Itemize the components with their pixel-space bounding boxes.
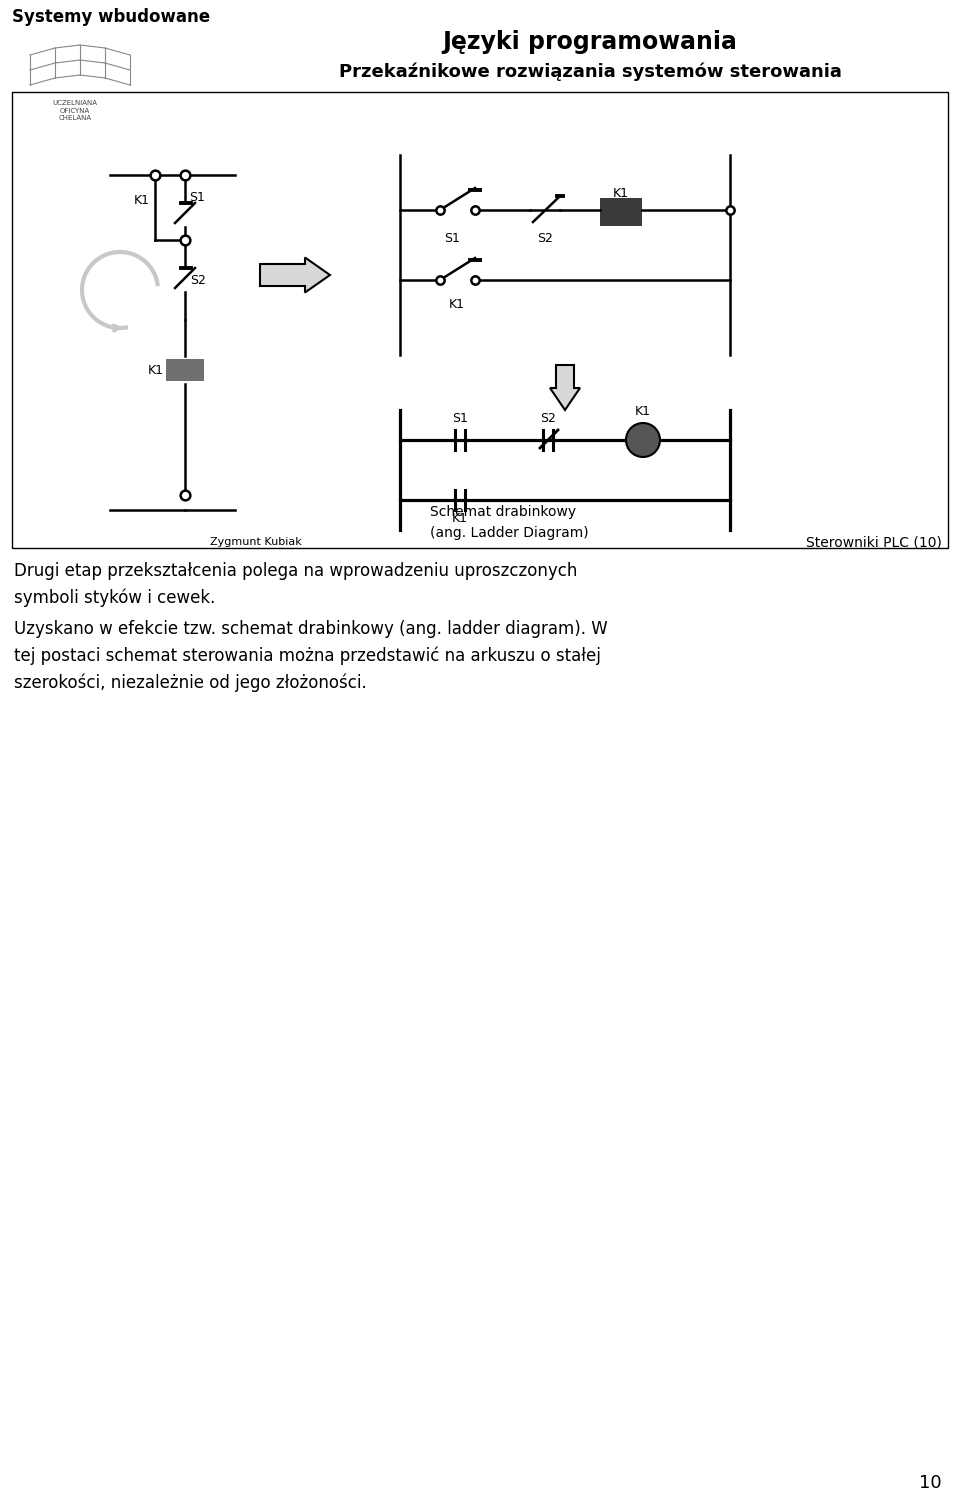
Text: S1: S1 [189, 190, 204, 203]
Text: K1: K1 [613, 187, 629, 200]
Text: 10: 10 [920, 1474, 942, 1492]
Text: S2: S2 [537, 232, 553, 245]
Text: Zygmunt Kubiak: Zygmunt Kubiak [210, 538, 301, 547]
Text: Przekaźnikowe rozwiązania systemów sterowania: Przekaźnikowe rozwiązania systemów stero… [339, 62, 841, 80]
Text: Drugi etap przekształcenia polega na wprowadzeniu uproszczonych
symboli styków i: Drugi etap przekształcenia polega na wpr… [14, 562, 577, 607]
Text: S1: S1 [444, 232, 460, 245]
Bar [166, 358, 204, 381]
Text: Uzyskano w efekcie tzw. schemat drabinkowy (ang. ladder diagram). W
tej postaci : Uzyskano w efekcie tzw. schemat drabinko… [14, 620, 608, 693]
Text: K1: K1 [635, 405, 651, 419]
Text: S2: S2 [540, 413, 556, 425]
Text: Systemy wbudowane: Systemy wbudowane [12, 8, 210, 26]
Text: K1: K1 [148, 363, 164, 376]
FancyArrow shape [550, 364, 580, 410]
Text: K1: K1 [134, 193, 150, 206]
Text: Schemat drabinkowy
(ang. Ladder Diagram): Schemat drabinkowy (ang. Ladder Diagram) [430, 505, 588, 539]
Bar [600, 197, 642, 226]
FancyArrow shape [260, 258, 330, 292]
Bar [12, 92, 948, 548]
Text: S2: S2 [190, 274, 205, 286]
Text: K1: K1 [452, 512, 468, 526]
Text: K1: K1 [449, 298, 465, 312]
Text: S1: S1 [452, 413, 468, 425]
Text: K1: K1 [613, 232, 629, 244]
Circle shape [626, 423, 660, 456]
Text: Języki programowania: Języki programowania [443, 30, 737, 54]
Text: UCZELNIANA
OFICYNA
CHELANA: UCZELNIANA OFICYNA CHELANA [53, 99, 98, 120]
Text: Sterowniki PLC (10): Sterowniki PLC (10) [806, 535, 942, 550]
